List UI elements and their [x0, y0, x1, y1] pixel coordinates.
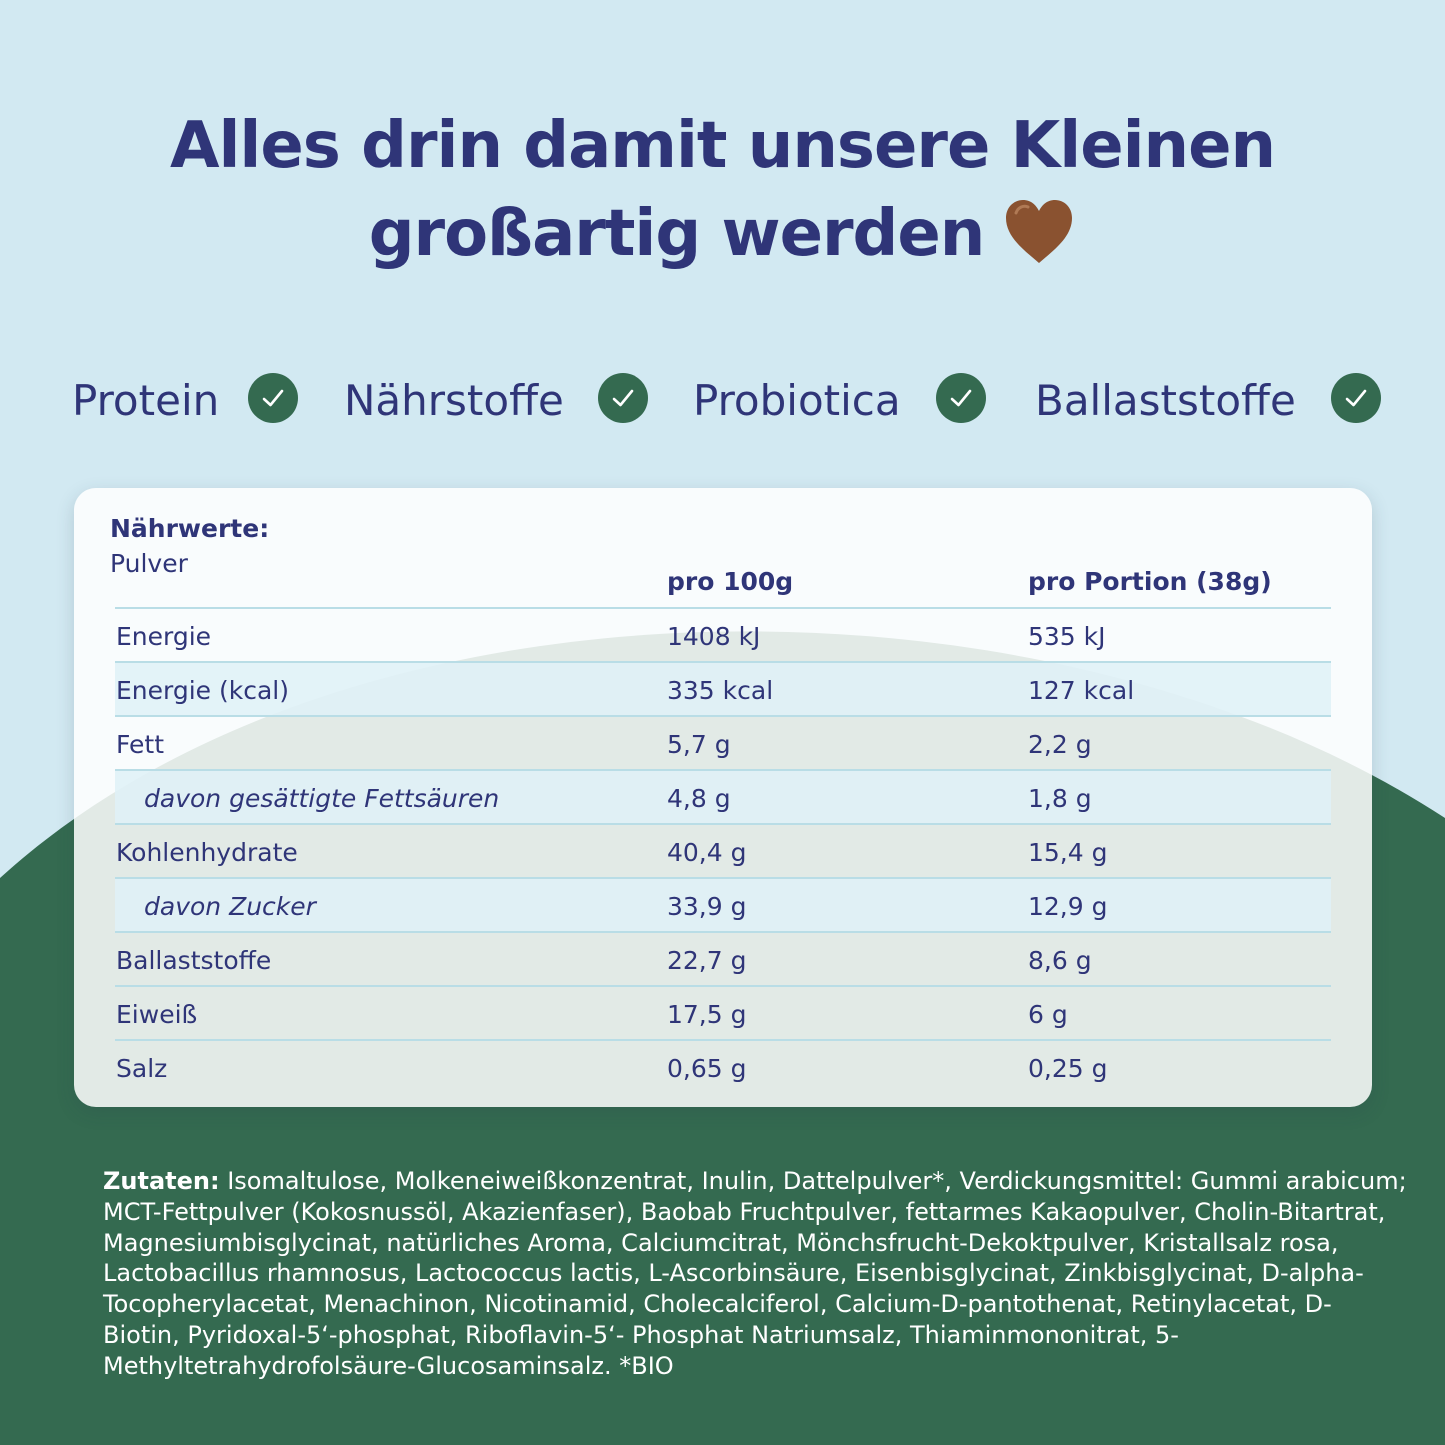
- value-per-portion: 127 kcal: [1028, 676, 1135, 705]
- column-header-per-100g: pro 100g: [667, 567, 794, 596]
- ingredients-line-6: Biotin, Pyridoxal-5‘-phosphat, Riboflavi…: [103, 1320, 1179, 1349]
- ingredients-line-1: Zutaten: Isomaltulose, Molkeneiweißkonze…: [103, 1166, 1407, 1197]
- table-row: Ballaststoffe 22,7 g 8,6 g: [115, 933, 1331, 987]
- nutrient-name: Eiweiß: [116, 1000, 198, 1029]
- ingredients-line-2: MCT-Fettpulver (Kokosnussöl, Akazienfase…: [103, 1197, 1386, 1226]
- value-per-portion: 8,6 g: [1028, 946, 1092, 975]
- nutrient-name: Energie: [116, 622, 212, 651]
- check-icon: [248, 373, 298, 423]
- ingredients-line-5: Tocopherylacetat, Menachinon, Nicotinami…: [103, 1290, 1332, 1319]
- value-per-100g: 17,5 g: [667, 1000, 747, 1029]
- nutrient-name: davon Zucker: [144, 892, 316, 921]
- nutrition-subtitle: Pulver: [110, 549, 188, 578]
- value-per-100g: 22,7 g: [667, 946, 747, 975]
- heart-icon: [1002, 197, 1076, 290]
- ingredients-line-4: Lactobacillus rhamnosus, Lactococcus lac…: [103, 1259, 1364, 1288]
- value-per-100g: 40,4 g: [667, 838, 747, 867]
- nutrition-card: Nährwerte: Pulver pro 100g pro Portion (…: [74, 488, 1372, 1107]
- headline: Alles drin damit unsere Kleinen großarti…: [0, 102, 1445, 290]
- column-header-per-portion: pro Portion (38g): [1028, 567, 1272, 596]
- value-per-portion: 15,4 g: [1028, 838, 1108, 867]
- headline-line-1: Alles drin damit unsere Kleinen: [169, 109, 1276, 183]
- check-icon: [936, 373, 986, 423]
- headline-line-2: großartig werden: [0, 190, 1445, 290]
- ingredients-label: Zutaten:: [103, 1167, 220, 1195]
- value-per-portion: 1,8 g: [1028, 784, 1092, 813]
- table-row: Salz 0,65 g 0,25 g: [115, 1041, 1331, 1093]
- nutrient-name: Fett: [116, 730, 164, 759]
- table-row: Eiweiß 17,5 g 6 g: [115, 987, 1331, 1041]
- check-icon: [1331, 373, 1381, 423]
- value-per-100g: 0,65 g: [667, 1054, 747, 1083]
- value-per-100g: 1408 kJ: [667, 622, 761, 651]
- nutrient-name: Ballaststoffe: [116, 946, 272, 975]
- nutrient-name: Salz: [116, 1054, 168, 1083]
- value-per-portion: 0,25 g: [1028, 1054, 1108, 1083]
- feature-label: Nährstoffe: [344, 376, 564, 425]
- ingredients-text-1: Isomaltulose, Molkeneiweißkonzentrat, In…: [219, 1167, 1407, 1195]
- feature-label: Ballaststoffe: [1035, 376, 1296, 425]
- value-per-portion: 6 g: [1028, 1000, 1068, 1029]
- ingredients-line-3: Magnesiumbisglycinat, natürliches Aroma,…: [103, 1228, 1339, 1257]
- check-icon: [598, 373, 648, 423]
- feature-label: Protein: [72, 376, 220, 425]
- nutrition-title: Nährwerte:: [110, 514, 270, 543]
- value-per-100g: 4,8 g: [667, 784, 731, 813]
- nutrient-name: Energie (kcal): [116, 676, 289, 705]
- ingredients-text: Zutaten: Isomaltulose, Molkeneiweißkonze…: [103, 1166, 1407, 1382]
- table-row: Kohlenhydrate 40,4 g 15,4 g: [115, 825, 1331, 879]
- value-per-portion: 2,2 g: [1028, 730, 1092, 759]
- nutrition-table: Energie 1408 kJ 535 kJ Energie (kcal) 33…: [115, 607, 1331, 1093]
- nutrient-name: davon gesättigte Fettsäuren: [144, 784, 500, 813]
- ingredients-line-7: Methyltetrahydrofolsäure-Glucosaminsalz.…: [103, 1351, 674, 1380]
- table-row: davon gesättigte Fettsäuren 4,8 g 1,8 g: [115, 771, 1331, 825]
- value-per-portion: 12,9 g: [1028, 892, 1108, 921]
- table-row: Energie (kcal) 335 kcal 127 kcal: [115, 663, 1331, 717]
- value-per-100g: 33,9 g: [667, 892, 747, 921]
- nutrient-name: Kohlenhydrate: [116, 838, 298, 867]
- table-row: davon Zucker 33,9 g 12,9 g: [115, 879, 1331, 933]
- value-per-portion: 535 kJ: [1028, 622, 1106, 651]
- headline-line-2-text: großartig werden: [368, 197, 986, 271]
- table-row: Fett 5,7 g 2,2 g: [115, 717, 1331, 771]
- value-per-100g: 5,7 g: [667, 730, 731, 759]
- value-per-100g: 335 kcal: [667, 676, 774, 705]
- table-row: Energie 1408 kJ 535 kJ: [115, 609, 1331, 663]
- feature-label: Probiotica: [693, 376, 901, 425]
